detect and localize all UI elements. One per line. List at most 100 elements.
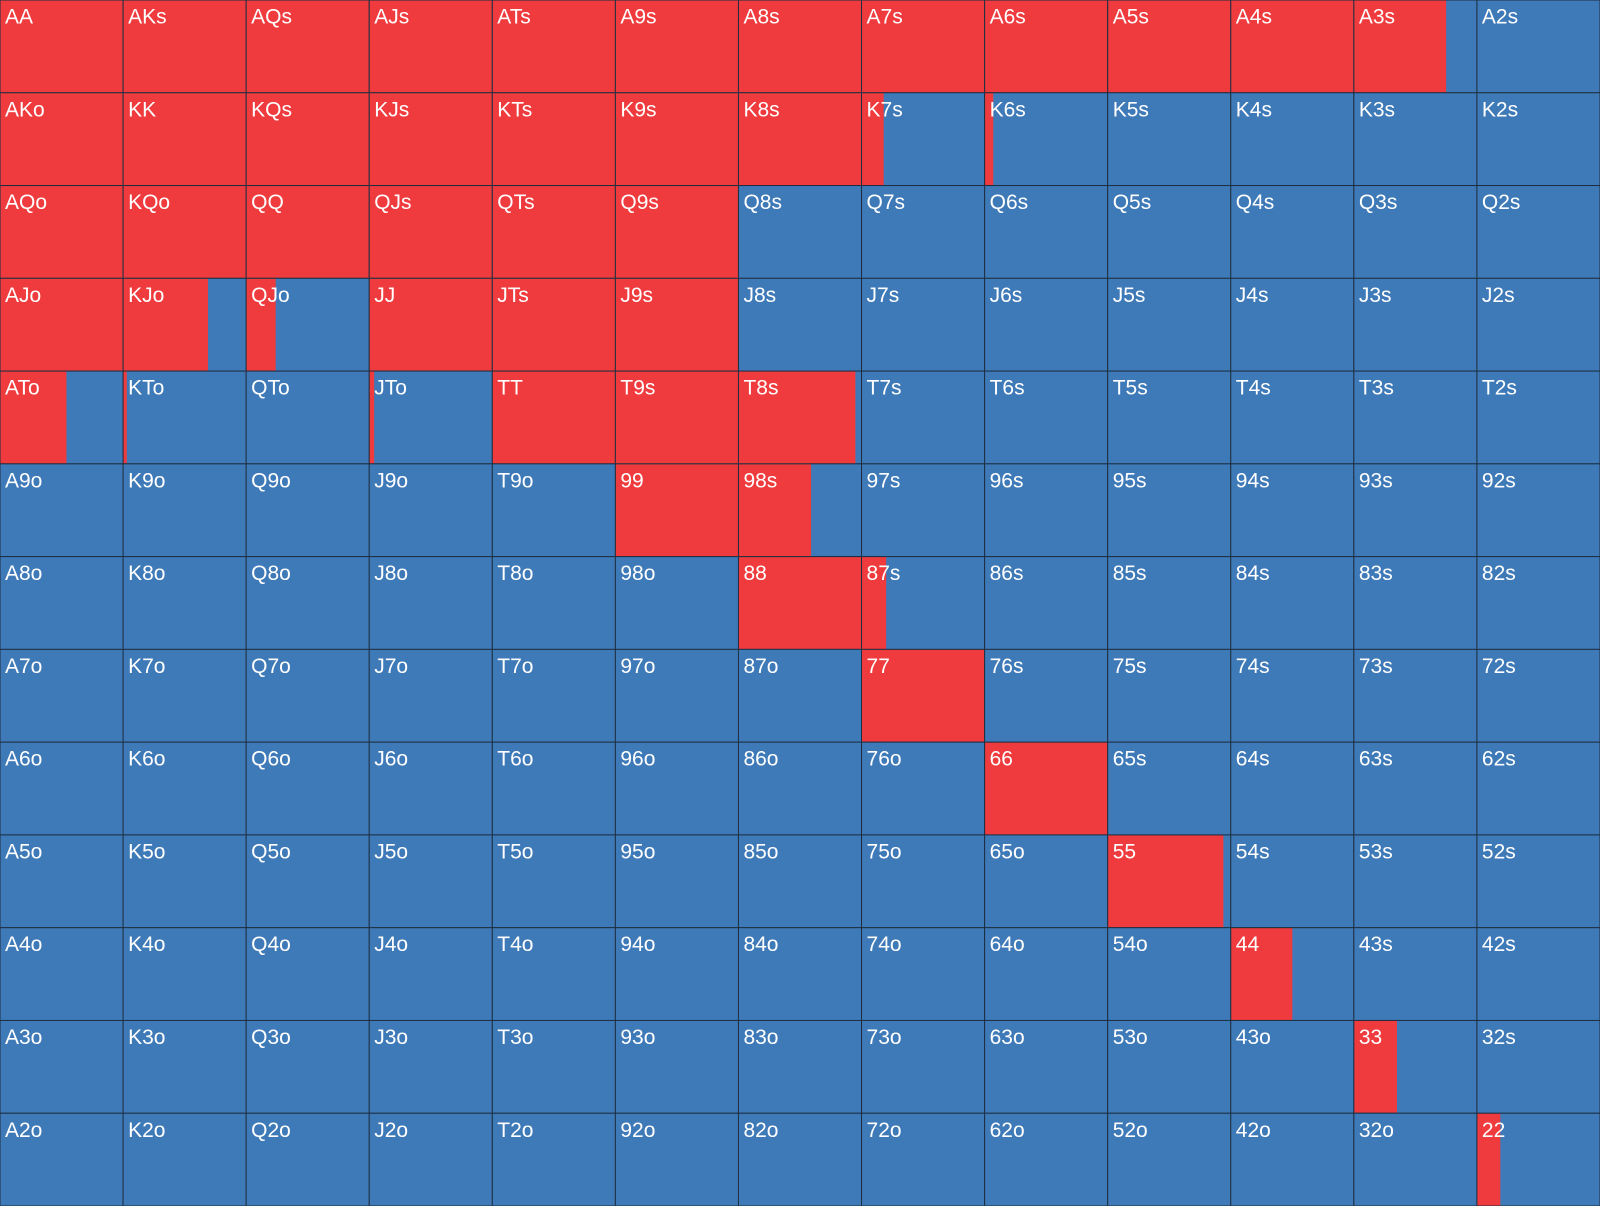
hand-cell[interactable] (1230, 185, 1354, 279)
hand-cell[interactable] (738, 1020, 862, 1114)
hand-cell[interactable] (0, 742, 124, 835)
hand-cell[interactable] (615, 649, 739, 743)
hand-cell[interactable] (738, 1113, 862, 1206)
hand-cell[interactable] (1476, 278, 1600, 372)
hand-cell[interactable] (861, 742, 985, 835)
hand-cell[interactable] (1230, 742, 1354, 835)
hand-cell[interactable] (861, 185, 985, 279)
hand-cell[interactable] (0, 556, 124, 650)
hand-cell[interactable] (246, 1113, 370, 1206)
hand-cell[interactable] (0, 1020, 124, 1114)
hand-cell[interactable] (1230, 371, 1354, 464)
hand-cell[interactable] (1476, 463, 1600, 557)
hand-cell[interactable] (861, 278, 985, 372)
hand-cell[interactable] (369, 742, 493, 835)
hand-cell[interactable] (1353, 834, 1477, 928)
hand-cell[interactable] (1476, 1020, 1600, 1114)
hand-cell[interactable] (123, 371, 247, 464)
hand-cell[interactable] (984, 185, 1108, 279)
hand-cell[interactable] (984, 649, 1108, 743)
hand-cell[interactable] (369, 649, 493, 743)
hand-cell[interactable] (615, 1020, 739, 1114)
hand-cell[interactable] (1230, 1020, 1354, 1114)
hand-cell[interactable] (246, 1020, 370, 1114)
hand-cell[interactable] (246, 927, 370, 1021)
hand-cell[interactable] (1353, 463, 1477, 557)
hand-cell[interactable] (1107, 649, 1231, 743)
hand-cell[interactable] (123, 1020, 247, 1114)
hand-cell[interactable] (1230, 278, 1354, 372)
hand-cell[interactable] (984, 278, 1108, 372)
hand-cell[interactable] (1230, 649, 1354, 743)
hand-cell[interactable] (492, 556, 616, 650)
hand-cell[interactable] (615, 927, 739, 1021)
hand-cell[interactable] (123, 556, 247, 650)
hand-cell[interactable] (0, 927, 124, 1021)
hand-cell[interactable] (1476, 0, 1600, 93)
hand-cell[interactable] (984, 463, 1108, 557)
hand-cell[interactable] (1107, 371, 1231, 464)
hand-cell[interactable] (1353, 185, 1477, 279)
hand-cell[interactable] (1353, 1113, 1477, 1206)
hand-cell[interactable] (492, 463, 616, 557)
hand-cell[interactable] (984, 927, 1108, 1021)
hand-cell[interactable] (246, 556, 370, 650)
hand-cell[interactable] (1353, 649, 1477, 743)
hand-cell[interactable] (1476, 371, 1600, 464)
hand-cell[interactable] (1476, 927, 1600, 1021)
hand-cell[interactable] (1353, 927, 1477, 1021)
hand-cell[interactable] (1107, 185, 1231, 279)
hand-cell[interactable] (369, 1113, 493, 1206)
hand-cell[interactable] (861, 1020, 985, 1114)
hand-cell[interactable] (246, 371, 370, 464)
hand-cell[interactable] (1353, 371, 1477, 464)
hand-cell[interactable] (1107, 1113, 1231, 1206)
hand-cell[interactable] (246, 649, 370, 743)
hand-cell[interactable] (123, 463, 247, 557)
hand-cell[interactable] (615, 834, 739, 928)
hand-cell[interactable] (246, 834, 370, 928)
hand-cell[interactable] (1353, 742, 1477, 835)
hand-cell[interactable] (0, 649, 124, 743)
hand-cell[interactable] (1476, 185, 1600, 279)
hand-cell[interactable] (984, 1020, 1108, 1114)
hand-cell[interactable] (984, 834, 1108, 928)
hand-cell[interactable] (1107, 556, 1231, 650)
hand-cell[interactable] (1476, 556, 1600, 650)
hand-cell[interactable] (861, 371, 985, 464)
hand-cell[interactable] (369, 834, 493, 928)
hand-cell[interactable] (123, 927, 247, 1021)
hand-cell[interactable] (1107, 278, 1231, 372)
hand-cell[interactable] (1230, 1113, 1354, 1206)
hand-cell[interactable] (369, 1020, 493, 1114)
hand-cell[interactable] (615, 556, 739, 650)
hand-cell[interactable] (861, 463, 985, 557)
hand-cell[interactable] (123, 649, 247, 743)
hand-cell[interactable] (984, 556, 1108, 650)
hand-cell[interactable] (984, 1113, 1108, 1206)
hand-cell[interactable] (369, 927, 493, 1021)
hand-cell[interactable] (738, 649, 862, 743)
hand-cell[interactable] (615, 742, 739, 835)
hand-cell[interactable] (369, 556, 493, 650)
hand-cell[interactable] (738, 742, 862, 835)
hand-cell[interactable] (123, 742, 247, 835)
hand-cell[interactable] (492, 927, 616, 1021)
hand-cell[interactable] (1353, 278, 1477, 372)
hand-cell[interactable] (1107, 463, 1231, 557)
hand-cell[interactable] (492, 649, 616, 743)
hand-cell[interactable] (738, 278, 862, 372)
hand-cell[interactable] (1230, 92, 1354, 186)
hand-cell[interactable] (369, 463, 493, 557)
hand-cell[interactable] (1107, 92, 1231, 186)
hand-cell[interactable] (492, 834, 616, 928)
hand-cell[interactable] (738, 927, 862, 1021)
hand-cell[interactable] (246, 463, 370, 557)
hand-cell[interactable] (1230, 834, 1354, 928)
hand-cell[interactable] (369, 371, 493, 464)
hand-cell[interactable] (1476, 649, 1600, 743)
hand-cell[interactable] (1230, 556, 1354, 650)
hand-cell[interactable] (738, 834, 862, 928)
hand-cell[interactable] (492, 1113, 616, 1206)
hand-cell[interactable] (246, 742, 370, 835)
